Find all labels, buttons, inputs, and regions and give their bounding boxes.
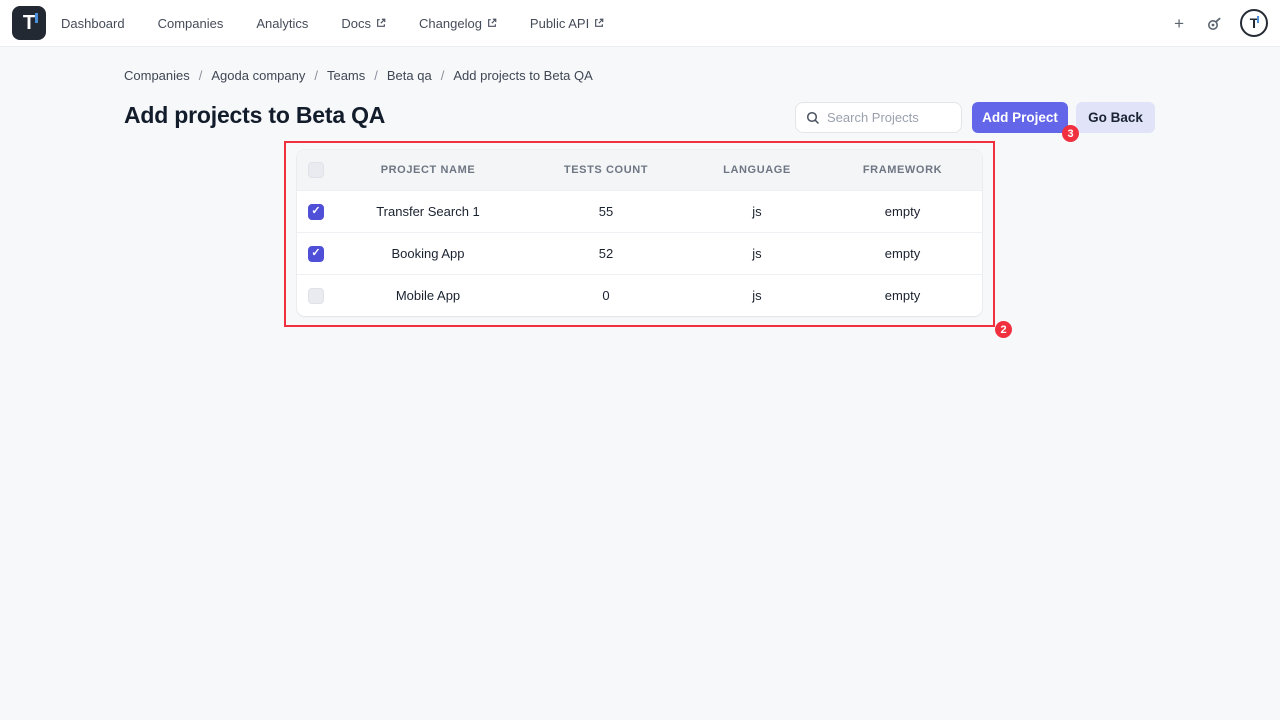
breadcrumb-current-page: Add projects to Beta QA: [453, 68, 593, 83]
cell-project-name: Transfer Search 1: [376, 204, 480, 219]
nav-public-api[interactable]: Public API: [530, 16, 604, 31]
page-title: Add projects to Beta QA: [124, 102, 386, 128]
cell-tests-count: 0: [602, 288, 610, 303]
topbar-actions: + T: [1170, 9, 1268, 37]
main-nav: Dashboard Companies Analytics Docs Chang…: [61, 16, 604, 31]
nav-companies[interactable]: Companies: [157, 15, 224, 31]
cell-tests-count: 52: [598, 246, 614, 261]
cell-tests-count: 55: [598, 204, 614, 219]
cell-language: js: [752, 288, 762, 303]
row-checkbox[interactable]: ✓: [308, 203, 324, 220]
table-row: ✓ Mobile App 0 js empty: [297, 274, 982, 316]
cell-framework: empty: [884, 288, 921, 303]
breadcrumb-beta-qa[interactable]: Beta qa: [386, 68, 432, 83]
external-link-icon: [376, 18, 386, 28]
app-logo[interactable]: T: [12, 6, 46, 40]
breadcrumb-agoda-company[interactable]: Agoda company: [211, 68, 306, 83]
table-row: ✓ Booking App 52 js empty: [297, 232, 982, 274]
avatar-letter: T: [1249, 15, 1259, 31]
cell-language: js: [752, 246, 762, 261]
column-header-project-name: PROJECT NAME: [380, 164, 476, 176]
cell-language: js: [752, 204, 762, 219]
table-row: ✓ Transfer Search 1 55 js empty: [297, 190, 982, 232]
avatar-accent: [1257, 16, 1259, 23]
add-project-button[interactable]: Add Project: [972, 102, 1068, 133]
breadcrumb-teams[interactable]: Teams: [326, 68, 366, 83]
nav-changelog[interactable]: Changelog: [419, 16, 497, 31]
nav-docs[interactable]: Docs: [341, 16, 386, 31]
breadcrumb-separator: /: [198, 68, 203, 83]
check-icon: ✓: [311, 247, 321, 259]
check-icon: ✓: [311, 205, 321, 217]
breadcrumb-companies[interactable]: Companies: [124, 68, 190, 83]
annotation-badge-2: 2: [995, 321, 1012, 338]
row-checkbox[interactable]: ✓: [308, 287, 324, 304]
projects-table: ✓ PROJECT NAME TESTS COUNT LANGUAGE FRAM…: [297, 150, 982, 316]
external-link-icon: [487, 18, 497, 28]
search-icon: [806, 111, 820, 125]
column-header-language: LANGUAGE: [723, 164, 791, 176]
feed-icon[interactable]: [1205, 14, 1223, 32]
breadcrumb: Companies / Agoda company / Teams / Beta…: [124, 68, 593, 83]
breadcrumb-separator: /: [314, 68, 318, 83]
add-icon[interactable]: +: [1174, 13, 1184, 33]
row-checkbox[interactable]: ✓: [308, 245, 324, 262]
select-all-checkbox[interactable]: ✓: [308, 162, 324, 178]
breadcrumb-separator: /: [374, 68, 378, 83]
table-header-row: ✓ PROJECT NAME TESTS COUNT LANGUAGE FRAM…: [297, 150, 982, 190]
cell-project-name: Booking App: [391, 246, 465, 261]
nav-analytics[interactable]: Analytics: [256, 15, 309, 31]
top-navigation-bar: T Dashboard Companies Analytics Docs Cha…: [0, 0, 1280, 47]
column-header-framework: FRAMEWORK: [862, 164, 943, 176]
nav-dashboard[interactable]: Dashboard: [61, 15, 125, 31]
cell-framework: empty: [884, 246, 921, 261]
search-projects-box[interactable]: [795, 102, 962, 133]
app-logo-letter: T: [22, 12, 36, 34]
go-back-button[interactable]: Go Back: [1076, 102, 1155, 133]
breadcrumb-separator: /: [440, 68, 445, 83]
user-avatar[interactable]: T: [1240, 9, 1268, 37]
cell-project-name: Mobile App: [395, 288, 461, 303]
app-logo-accent: [35, 13, 38, 23]
external-link-icon: [594, 18, 604, 28]
search-projects-input[interactable]: [827, 110, 951, 125]
column-header-tests-count: TESTS COUNT: [563, 164, 649, 176]
cell-framework: empty: [884, 204, 921, 219]
